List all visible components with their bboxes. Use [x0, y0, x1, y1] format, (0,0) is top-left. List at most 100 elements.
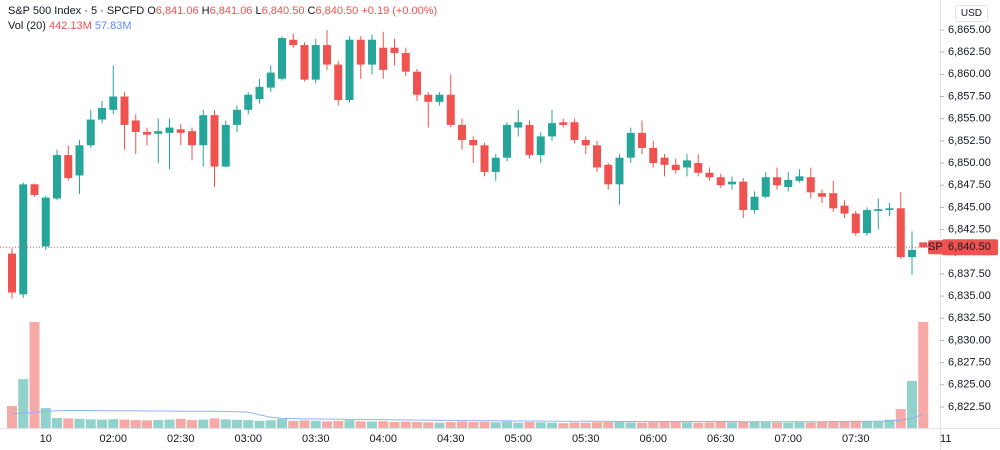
- candle-body: [255, 86, 264, 100]
- y-tick-label: 6,857.50: [948, 90, 991, 102]
- volume-bar: [715, 422, 726, 428]
- volume-bar: [445, 422, 456, 428]
- x-tick-label: 02:00: [99, 433, 127, 445]
- l-label: L: [255, 5, 262, 17]
- volume-bar: [108, 419, 119, 428]
- candle-body: [165, 127, 174, 133]
- candle-body: [413, 71, 421, 95]
- candle-body: [863, 210, 871, 234]
- c-value: 6,840.50: [315, 5, 359, 17]
- candle-body: [716, 177, 725, 186]
- y-tick-label: 6,842.50: [948, 223, 991, 235]
- y-tick-label: 6,850.00: [948, 157, 991, 169]
- candle-body: [30, 184, 39, 195]
- candle-body: [784, 179, 793, 187]
- y-tick-label: 6,847.50: [948, 179, 991, 191]
- volume-bar: [153, 420, 164, 428]
- y-tick-label: 6,837.50: [948, 268, 991, 280]
- volume-bar: [52, 417, 62, 428]
- candle-body: [660, 157, 669, 165]
- candle-body: [480, 145, 489, 172]
- o-value: 6,841.06: [155, 5, 199, 17]
- candle-body: [694, 163, 703, 173]
- volume-bar: [389, 422, 400, 428]
- x-tick-label: 03:00: [234, 433, 262, 445]
- y-tick-label: 6,835.00: [948, 290, 991, 302]
- volume-bar: [423, 422, 434, 428]
- candle-body: [210, 115, 219, 167]
- volume-bar: [873, 421, 884, 428]
- volume-bar: [817, 422, 827, 428]
- x-tick-label: 10: [40, 433, 52, 445]
- candle-body: [278, 37, 286, 79]
- volume-bar: [862, 421, 872, 428]
- x-tick-label: 05:30: [572, 433, 600, 445]
- x-tick-label: 05:00: [504, 433, 532, 445]
- candle-body: [435, 94, 444, 102]
- change: +0.19 (+0.00%): [361, 5, 438, 17]
- candle-body: [176, 129, 185, 133]
- candle-body: [570, 122, 579, 140]
- volume-bar: [490, 422, 501, 428]
- candle-body: [615, 157, 624, 185]
- volume-bar: [682, 422, 692, 428]
- candle-body: [525, 124, 534, 156]
- volume-bar: [322, 421, 332, 428]
- volume-bar: [7, 405, 17, 428]
- volume-bar: [457, 421, 467, 428]
- candle-body: [818, 193, 826, 197]
- candle-body: [840, 205, 849, 214]
- volume-bar: [97, 419, 107, 428]
- volume-bar: [142, 420, 152, 428]
- candle-body: [311, 45, 320, 80]
- candle-body: [131, 120, 140, 132]
- volume-bar: [220, 419, 231, 428]
- candle-body: [604, 164, 613, 185]
- volume-bar: [63, 418, 74, 428]
- volume-bar: [659, 422, 670, 428]
- volume-bar: [839, 421, 850, 428]
- candle-body: [334, 64, 343, 101]
- y-tick-label: 6,862.50: [948, 46, 991, 58]
- volume-bar: [569, 422, 580, 428]
- candle-body: [593, 145, 601, 168]
- volume-bar: [344, 420, 355, 428]
- candle-body: [795, 176, 804, 181]
- currency-button[interactable]: USD: [954, 5, 988, 22]
- candle-body: [829, 193, 838, 209]
- candle-body: [356, 39, 365, 65]
- candle-body: [300, 45, 309, 80]
- volume-bar: [547, 422, 557, 428]
- volume-bar: [164, 419, 175, 428]
- candle-body: [761, 177, 770, 197]
- price-tag: [942, 239, 998, 256]
- volume-bar: [367, 421, 377, 428]
- volume-bar: [772, 422, 782, 428]
- volume-bar: [592, 422, 602, 428]
- volume-bar: [187, 420, 197, 428]
- volume-bar: [40, 408, 51, 428]
- candle-body: [221, 124, 230, 167]
- candle-body: [548, 123, 556, 137]
- candle-body: [19, 184, 28, 295]
- candle-body: [638, 132, 646, 148]
- volume-bar: [277, 418, 287, 428]
- x-tick-label: 04:30: [437, 433, 465, 445]
- candle-body: [514, 122, 523, 128]
- x-tick-label: 03:30: [302, 433, 330, 445]
- volume-bar: [738, 421, 749, 428]
- candle-body: [750, 196, 759, 211]
- y-tick-label: 6,825.00: [948, 379, 991, 391]
- symbol-title: S&P 500 Index · 5 · SPCFD: [8, 5, 145, 17]
- volume-legend: Vol (20) 442.13M 57.83M: [8, 19, 437, 34]
- candle-body: [683, 160, 691, 168]
- candle-body: [53, 155, 61, 199]
- candle-body: [896, 208, 905, 258]
- candle-body: [649, 147, 658, 164]
- y-tick-label: 6,845.00: [948, 201, 991, 213]
- candle-body: [143, 131, 151, 135]
- vol-value: 442.13M: [48, 20, 92, 32]
- volume-bar: [693, 422, 704, 428]
- x-tick-label: 06:30: [707, 433, 735, 445]
